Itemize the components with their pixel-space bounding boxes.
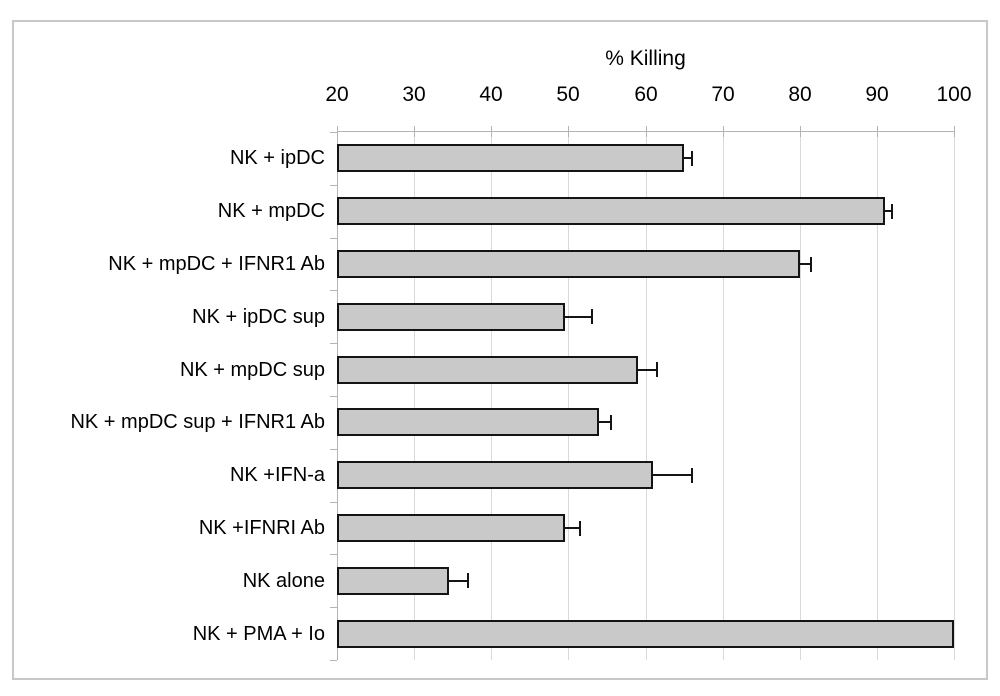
gridline — [800, 131, 801, 660]
category-axis-tick — [330, 502, 337, 503]
bar — [337, 620, 954, 648]
category-axis-tick — [330, 238, 337, 239]
category-axis-tick — [330, 554, 337, 555]
category-label: NK +IFNRI Ab — [198, 517, 325, 539]
bar — [337, 408, 599, 436]
category-label: NK + ipDC sup — [192, 306, 325, 328]
error-bar-cap — [691, 468, 693, 483]
x-tick-label: 30 — [402, 83, 426, 106]
category-label: NK + mpDC sup + IFNR1 Ab — [70, 411, 325, 433]
category-label: NK alone — [242, 570, 325, 592]
x-tick-label: 50 — [556, 83, 580, 106]
x-tick-label: 70 — [711, 83, 735, 106]
gridline — [877, 131, 878, 660]
x-tick-label: 80 — [788, 83, 812, 106]
bar — [337, 356, 638, 384]
x-tick-label: 60 — [634, 83, 658, 106]
error-bar-line — [449, 580, 468, 582]
error-bar-line — [684, 157, 692, 159]
chart-frame — [12, 20, 988, 680]
gridline — [646, 131, 647, 660]
error-bar-cap — [610, 415, 612, 430]
error-bar-cap — [579, 521, 581, 536]
error-bar-line — [800, 263, 812, 265]
value-axis-line — [337, 131, 955, 132]
error-bar-cap — [591, 309, 593, 324]
bar — [337, 514, 565, 542]
gridline — [723, 131, 724, 660]
bar — [337, 197, 885, 225]
category-axis-tick — [330, 132, 337, 133]
error-bar-line — [565, 527, 580, 529]
category-label: NK + mpDC sup — [179, 359, 325, 381]
bar — [337, 144, 684, 172]
x-tick-label: 90 — [865, 83, 889, 106]
category-label: NK + mpDC — [217, 200, 325, 222]
error-bar-line — [885, 210, 893, 212]
error-bar-line — [599, 421, 611, 423]
error-bar-line — [565, 316, 592, 318]
category-axis-tick — [330, 343, 337, 344]
category-axis-tick — [330, 185, 337, 186]
error-bar-cap — [656, 362, 658, 377]
category-label: NK +IFN-a — [229, 464, 325, 486]
chart-title: % Killing — [605, 47, 686, 70]
error-bar-line — [638, 369, 657, 371]
error-bar-line — [653, 474, 692, 476]
category-label: NK + PMA + Io — [192, 623, 325, 645]
x-tick-label: 40 — [479, 83, 503, 106]
error-bar-cap — [810, 257, 812, 272]
bar — [337, 303, 565, 331]
bar — [337, 567, 449, 595]
category-label: NK + ipDC — [229, 147, 325, 169]
category-axis-tick — [330, 396, 337, 397]
gridline — [568, 131, 569, 660]
error-bar-cap — [691, 151, 693, 166]
category-axis-tick — [330, 290, 337, 291]
gridline — [954, 131, 955, 660]
category-axis-tick — [330, 607, 337, 608]
gridline — [414, 131, 415, 660]
x-tick-label: 100 — [936, 83, 972, 106]
gridline — [491, 131, 492, 660]
category-axis-tick — [330, 449, 337, 450]
category-axis-line — [337, 131, 338, 660]
error-bar-cap — [467, 573, 469, 588]
x-tick-label: 20 — [325, 83, 349, 106]
category-label: NK + mpDC + IFNR1 Ab — [108, 253, 325, 275]
bar — [337, 461, 653, 489]
error-bar-cap — [891, 204, 893, 219]
bar — [337, 250, 800, 278]
category-axis-tick — [330, 660, 337, 661]
